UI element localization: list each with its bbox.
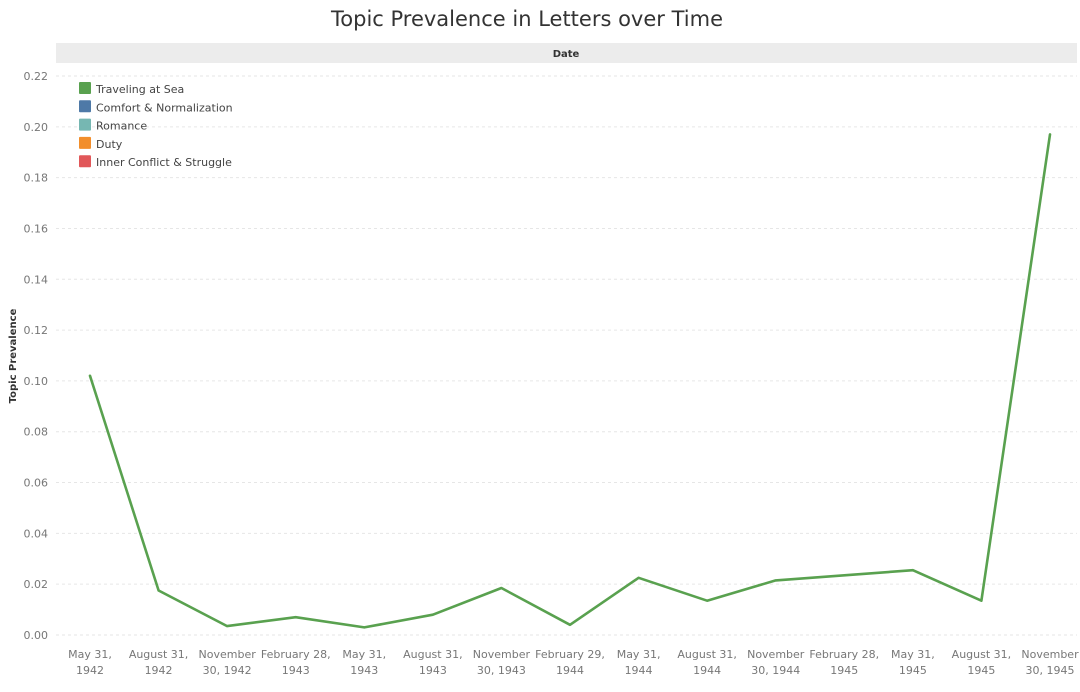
y-tick-label: 0.10: [24, 375, 49, 388]
series-line-traveling-at-sea[interactable]: [88, 133, 1052, 629]
x-tick-label: February 29,: [535, 648, 605, 661]
x-tick-label: 1945: [830, 664, 858, 677]
column-header-label: Date: [553, 49, 580, 60]
column-header-band: [56, 43, 1077, 63]
x-tick-label: November: [199, 648, 257, 661]
x-tick-label: August 31,: [952, 648, 1012, 661]
x-tick-label: 1942: [145, 664, 173, 677]
x-tick-label: August 31,: [403, 648, 463, 661]
x-tick-label: February 28,: [809, 648, 879, 661]
chart-title: Topic Prevalence in Letters over Time: [330, 7, 723, 31]
x-tick-label: 1945: [899, 664, 927, 677]
x-tick-label: 1943: [419, 664, 447, 677]
x-tick-label: 1943: [350, 664, 378, 677]
legend-label[interactable]: Duty: [96, 138, 123, 151]
y-tick-label: 0.14: [24, 273, 49, 286]
gridlines: [56, 75, 1077, 636]
x-tick-label: 30, 1945: [1026, 664, 1075, 677]
x-tick-label: May 31,: [342, 648, 386, 661]
y-tick-label: 0.12: [24, 324, 49, 337]
x-tick-label: November: [473, 648, 531, 661]
x-tick-label: 1944: [625, 664, 653, 677]
x-tick-label: November: [747, 648, 805, 661]
legend-swatch[interactable]: [79, 82, 91, 94]
x-tick-label: February 28,: [261, 648, 331, 661]
x-axis-ticks: May 31, 1942 August 31, 1942 November 30, 194…: [68, 648, 1079, 677]
y-axis-ticks: 0.00 0.02 0.04 0.06 0.08 0.10 0.12 0.14 0.16 0.18…: [24, 70, 49, 642]
legend-label[interactable]: Romance: [96, 120, 147, 133]
x-tick-label: 30, 1942: [203, 664, 252, 677]
x-tick-label: August 31,: [129, 648, 189, 661]
y-tick-label: 0.08: [24, 426, 49, 439]
legend-label[interactable]: Comfort & Normalization: [96, 101, 233, 114]
x-tick-label: 30, 1943: [477, 664, 526, 677]
legend-label[interactable]: Traveling at Sea: [95, 83, 184, 96]
y-axis-title: Topic Prevalence: [8, 308, 19, 403]
x-tick-label: 1942: [76, 664, 104, 677]
legend-swatch[interactable]: [79, 136, 91, 149]
y-tick-label: 0.16: [24, 222, 49, 235]
x-tick-label: May 31,: [891, 648, 935, 661]
x-tick-label: 30, 1944: [751, 664, 800, 677]
y-tick-label: 0.20: [24, 121, 49, 134]
x-tick-label: August 31,: [677, 648, 737, 661]
x-tick-label: 1944: [556, 664, 584, 677]
x-tick-label: 1945: [967, 664, 995, 677]
x-tick-label: November: [1021, 648, 1079, 661]
legend-swatch[interactable]: [79, 100, 91, 113]
x-tick-label: 1943: [282, 664, 310, 677]
x-tick-label: May 31,: [68, 648, 112, 661]
legend-swatch[interactable]: [79, 118, 91, 131]
y-tick-label: 0.06: [24, 477, 49, 490]
y-tick-label: 0.00: [24, 629, 49, 642]
y-tick-label: 0.22: [24, 70, 49, 83]
y-tick-label: 0.18: [24, 172, 49, 185]
x-tick-label: 1944: [693, 664, 721, 677]
y-tick-label: 0.02: [24, 578, 49, 591]
legend[interactable]: Traveling at Sea Comfort & Normalization R…: [79, 82, 233, 169]
y-tick-label: 0.04: [24, 527, 49, 540]
legend-label[interactable]: Inner Conflict & Struggle: [96, 156, 232, 169]
legend-swatch[interactable]: [79, 155, 91, 168]
series-lines: [88, 133, 1052, 629]
x-tick-label: May 31,: [617, 648, 661, 661]
